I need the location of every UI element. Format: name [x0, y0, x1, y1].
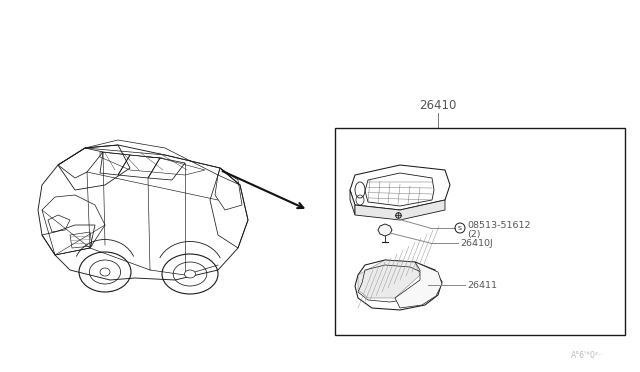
- Text: 26410: 26410: [419, 99, 457, 112]
- Polygon shape: [350, 190, 355, 215]
- Bar: [335, 128, 625, 335]
- Text: (2): (2): [467, 230, 481, 238]
- Polygon shape: [358, 260, 420, 298]
- Polygon shape: [355, 200, 445, 220]
- Polygon shape: [378, 224, 392, 236]
- Ellipse shape: [100, 268, 110, 276]
- Text: 08513-51612: 08513-51612: [467, 221, 531, 230]
- Text: S: S: [458, 226, 462, 231]
- Text: A°6'*0²··: A°6'*0²··: [571, 350, 604, 359]
- Ellipse shape: [184, 270, 195, 278]
- Text: 26410J: 26410J: [460, 238, 493, 247]
- Polygon shape: [395, 262, 442, 308]
- Text: 26411: 26411: [467, 280, 497, 289]
